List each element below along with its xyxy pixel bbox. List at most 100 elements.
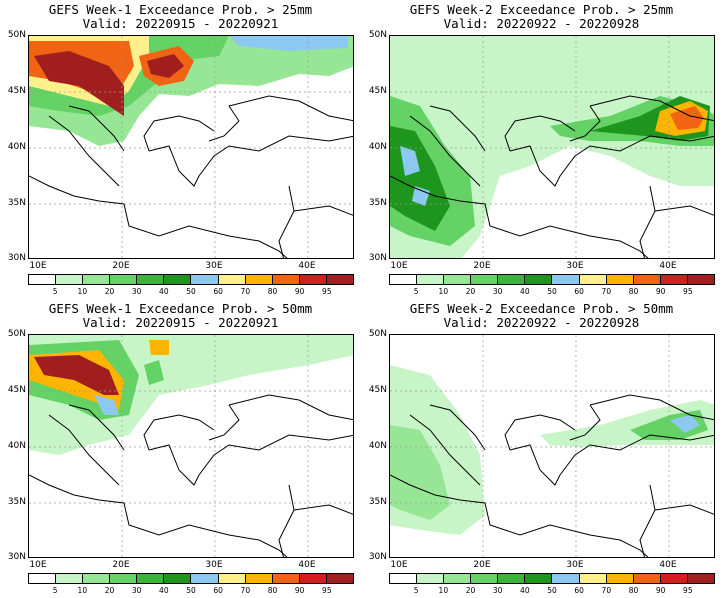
colorbar-swatch xyxy=(579,275,607,284)
colorbar-swatch xyxy=(299,574,327,583)
colorbar-label: 40 xyxy=(520,287,530,296)
colorbar-label: 30 xyxy=(492,287,503,296)
colorbar-swatch xyxy=(417,574,445,583)
panel-week2-50mm: GEFS Week-2 Exceedance Prob. > 50mm Vali… xyxy=(361,299,722,598)
lat-label: 40N xyxy=(7,142,26,152)
lon-label: 30E xyxy=(205,560,223,570)
colorbar-swatch xyxy=(56,574,84,583)
lon-label: 10E xyxy=(29,261,47,271)
lat-label: 45N xyxy=(7,86,26,96)
coastlines xyxy=(29,95,353,258)
colorbar-swatch xyxy=(444,574,472,583)
colorbar-label: 70 xyxy=(240,586,251,595)
colorbar-label: 20 xyxy=(465,287,476,296)
colorbar-label: 80 xyxy=(628,287,639,296)
colorbar-swatch xyxy=(525,574,553,583)
colorbar-swatch xyxy=(164,275,192,284)
colorbar-label: 5 xyxy=(413,287,419,296)
panel-subtitle: Valid: 20220922 - 20220928 xyxy=(443,16,640,31)
colorbar-swatch xyxy=(633,574,661,583)
colorbar-swatch xyxy=(660,275,688,284)
colorbar-label: 95 xyxy=(322,287,332,296)
colorbar-label: 80 xyxy=(267,287,278,296)
lon-label: 10E xyxy=(390,261,408,271)
colorbar-swatch xyxy=(687,574,714,583)
colorbar-label: 95 xyxy=(683,586,693,595)
colorbar-label: 20 xyxy=(104,287,115,296)
map xyxy=(389,35,715,259)
colorbar-label: 20 xyxy=(104,586,115,595)
colorbar-swatch xyxy=(552,574,580,583)
colorbar-label: 90 xyxy=(294,287,305,296)
colorbar-swatch xyxy=(525,275,553,284)
colorbar-label: 70 xyxy=(601,287,612,296)
colorbar-label: 80 xyxy=(628,586,639,595)
lon-label: 40E xyxy=(659,560,677,570)
colorbar-label: 95 xyxy=(322,586,332,595)
map xyxy=(28,334,354,558)
colorbar-label: 50 xyxy=(186,287,196,296)
lat-label: 35N xyxy=(368,198,387,208)
colorbar-label: 50 xyxy=(547,287,557,296)
colorbar-label: 5 xyxy=(52,287,58,296)
colorbar-swatch xyxy=(272,574,300,583)
colorbar xyxy=(28,274,354,285)
colorbar xyxy=(389,573,715,584)
colorbar-swatch xyxy=(137,574,165,583)
panel-title: GEFS Week-1 Exceedance Prob. > 50mm xyxy=(48,301,313,316)
colorbar-swatch xyxy=(390,574,418,583)
colorbar-swatch xyxy=(272,275,300,284)
colorbar-label: 80 xyxy=(267,586,278,595)
lat-label: 50N xyxy=(7,329,26,339)
colorbar-label: 70 xyxy=(601,586,612,595)
lon-label: 30E xyxy=(566,261,584,271)
colorbar-swatch xyxy=(191,574,219,583)
colorbar-swatch xyxy=(579,574,607,583)
colorbar-swatch xyxy=(498,574,526,583)
probability-shading xyxy=(390,365,714,535)
colorbar-swatch xyxy=(245,275,273,284)
coastlines xyxy=(390,394,714,557)
colorbar xyxy=(28,573,354,584)
lat-label: 45N xyxy=(368,385,387,395)
lat-label: 40N xyxy=(7,441,26,451)
colorbar-swatch xyxy=(110,275,138,284)
lat-label: 30N xyxy=(368,253,387,263)
lat-label: 35N xyxy=(7,497,26,507)
lat-label: 40N xyxy=(368,142,387,152)
colorbar-label: 10 xyxy=(438,586,449,595)
lat-label: 50N xyxy=(7,30,26,40)
panel-subtitle: Valid: 20220922 - 20220928 xyxy=(443,315,640,330)
colorbar-swatch xyxy=(633,275,661,284)
colorbar-label: 50 xyxy=(547,586,557,595)
panel-week1-25mm: GEFS Week-1 Exceedance Prob. > 25mm Vali… xyxy=(0,0,361,299)
colorbar-swatch xyxy=(417,275,445,284)
colorbar-swatch xyxy=(29,574,57,583)
colorbar-swatch xyxy=(110,574,138,583)
lon-label: 20E xyxy=(112,261,130,271)
panel-title: GEFS Week-1 Exceedance Prob. > 25mm xyxy=(48,2,313,17)
colorbar-swatch xyxy=(83,275,111,284)
lon-label: 40E xyxy=(298,560,316,570)
probability-shading xyxy=(29,335,353,455)
colorbar-label: 10 xyxy=(438,287,449,296)
colorbar-label: 60 xyxy=(574,586,584,595)
lat-label: 35N xyxy=(368,497,387,507)
lon-label: 40E xyxy=(659,261,677,271)
colorbar-swatch xyxy=(29,275,57,284)
colorbar-swatch xyxy=(326,574,353,583)
lat-label: 45N xyxy=(368,86,387,96)
panel-subtitle: Valid: 20220915 - 20220921 xyxy=(82,16,279,31)
colorbar-label: 60 xyxy=(213,287,223,296)
colorbar-label: 10 xyxy=(77,287,88,296)
colorbar-label: 5 xyxy=(413,586,419,595)
colorbar-swatch xyxy=(83,574,111,583)
colorbar-swatch xyxy=(471,574,499,583)
colorbar-swatch xyxy=(191,275,219,284)
colorbar-label: 10 xyxy=(77,586,88,595)
lon-label: 30E xyxy=(205,261,223,271)
colorbar-swatch xyxy=(606,275,634,284)
colorbar-label: 40 xyxy=(520,586,530,595)
colorbar-label: 60 xyxy=(574,287,584,296)
lat-label: 30N xyxy=(7,253,26,263)
